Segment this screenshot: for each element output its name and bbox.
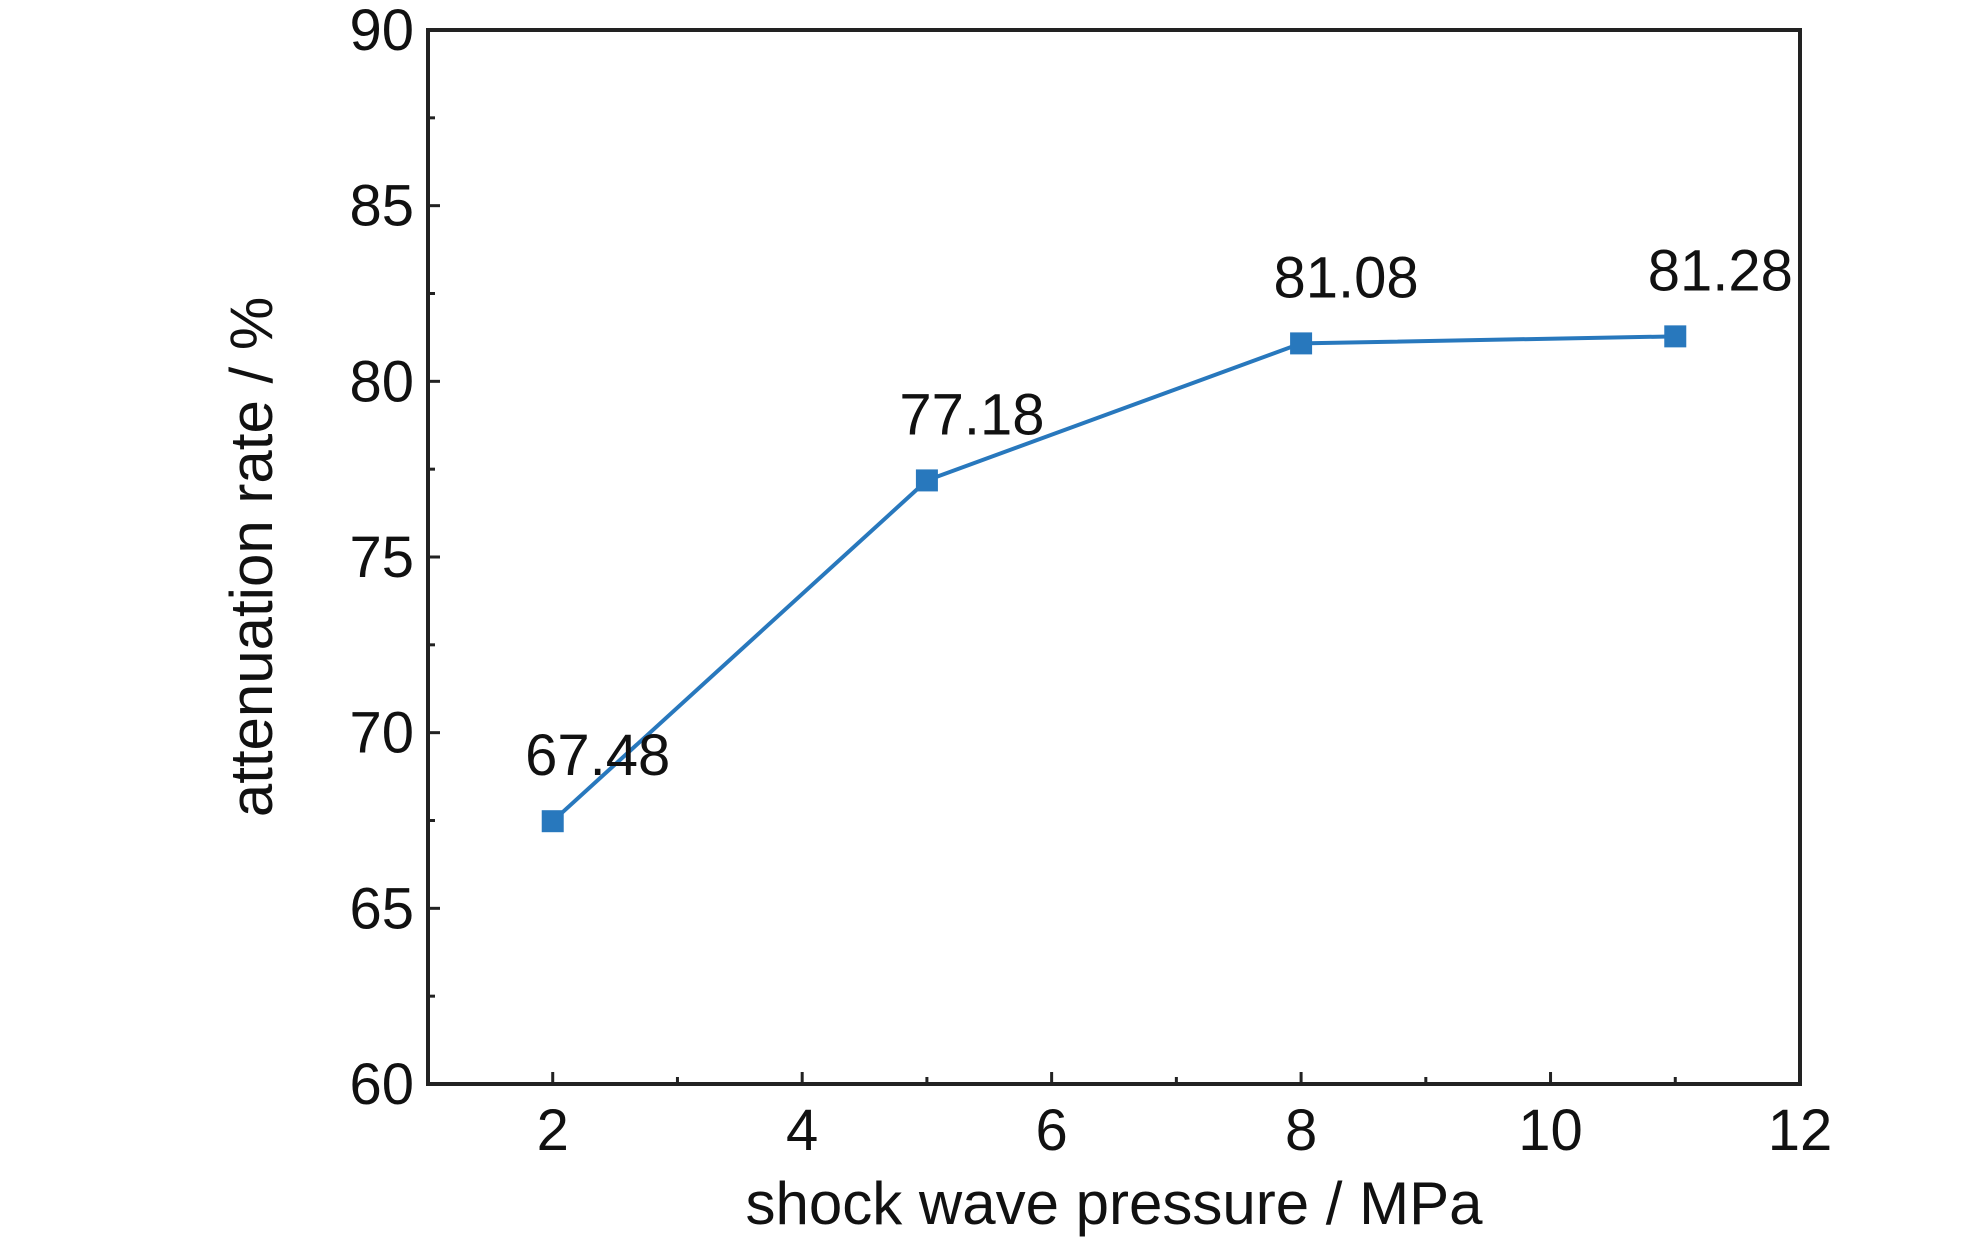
x-tick-label: 10 [1518,1098,1583,1163]
series-line [551,334,1676,823]
series-layer [541,325,1687,833]
data-label: 81.08 [1274,245,1419,310]
plot-frame [426,28,1802,1086]
y-tick-label: 90 [349,0,414,63]
x-tick-label: 6 [1036,1098,1068,1163]
y-tick-label: 85 [349,174,414,239]
y-axis-title: attenuation rate / % [218,297,285,817]
y-tick-label: 70 [349,701,414,766]
x-axis-title: shock wave pressure / MPa [746,1170,1484,1237]
x-tick-label: 2 [537,1098,569,1163]
data-point-marker [541,810,564,833]
y-tick-label: 75 [349,525,414,590]
data-labels: 67.48 77.18 81.08 81.28 [525,238,1793,788]
x-tick-label: 12 [1768,1098,1833,1163]
x-tick-label: 8 [1285,1098,1317,1163]
data-point-marker [915,469,938,492]
data-point-marker [1290,332,1313,355]
y-tick-label: 65 [349,876,414,941]
data-label: 67.48 [525,723,670,788]
data-label: 81.28 [1648,238,1793,303]
y-tick-label: 80 [349,349,414,414]
data-point-marker [1664,325,1687,348]
major-ticks: 2 4 6 8 10 12 60 65 70 75 80 85 90 [349,0,1832,1163]
y-tick-label: 60 [349,1052,414,1117]
minor-ticks [428,116,1677,1084]
data-label: 77.18 [899,382,1044,447]
x-tick-label: 4 [786,1098,818,1163]
